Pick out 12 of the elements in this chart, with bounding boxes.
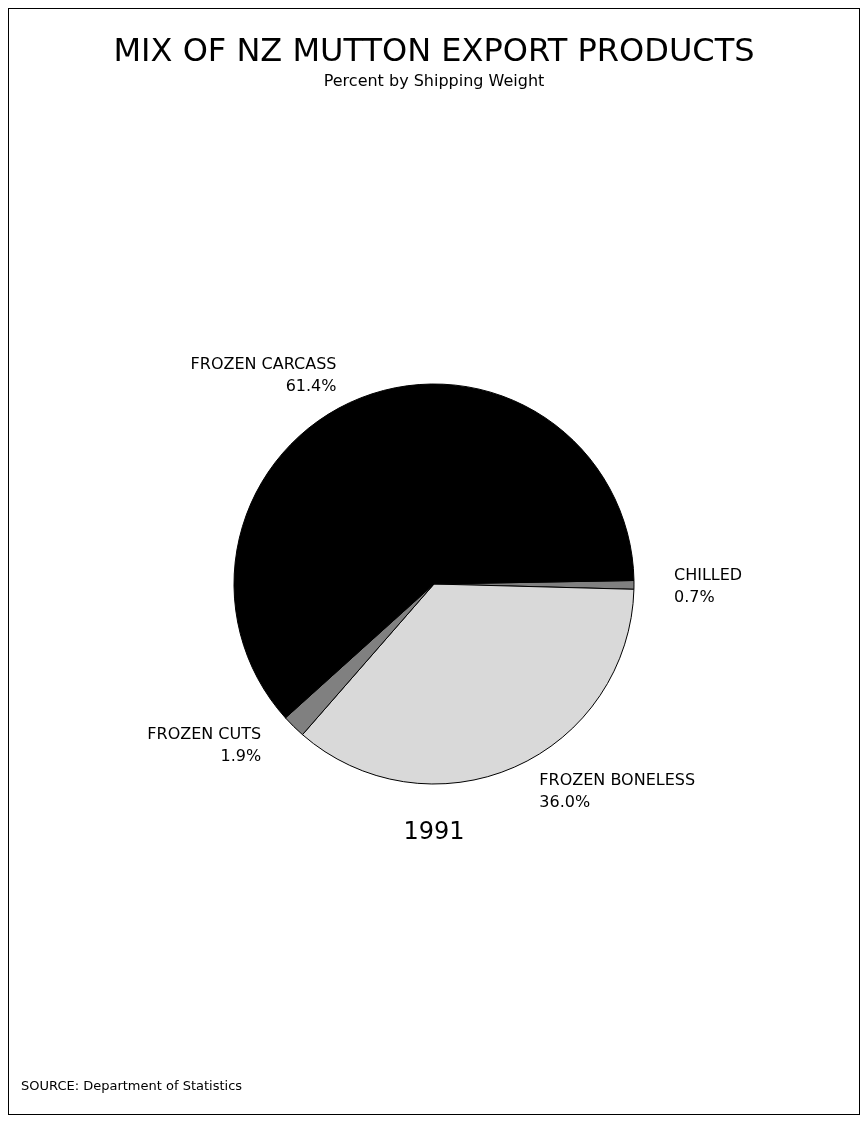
text: 1991 xyxy=(403,817,465,845)
chart-title: MIX OF NZ MUTTON EXPORT PRODUCTS xyxy=(113,31,755,69)
slice-label: FROZEN BONELESS xyxy=(539,769,696,789)
data-label: 1.9% xyxy=(220,745,262,765)
source-note: SOURCE: Department of Statistics xyxy=(21,1078,243,1093)
data-label: 36.0% xyxy=(539,791,591,811)
chart-subtitle: Percent by Shipping Weight xyxy=(323,70,545,90)
slice-label: FROZEN CARCASS xyxy=(190,354,337,374)
slice-label: FROZEN CUTS xyxy=(147,723,262,743)
slice-label: CHILLED xyxy=(674,564,743,584)
data-label: 61.4% xyxy=(285,376,337,396)
data-label: 0.7% xyxy=(674,586,715,606)
